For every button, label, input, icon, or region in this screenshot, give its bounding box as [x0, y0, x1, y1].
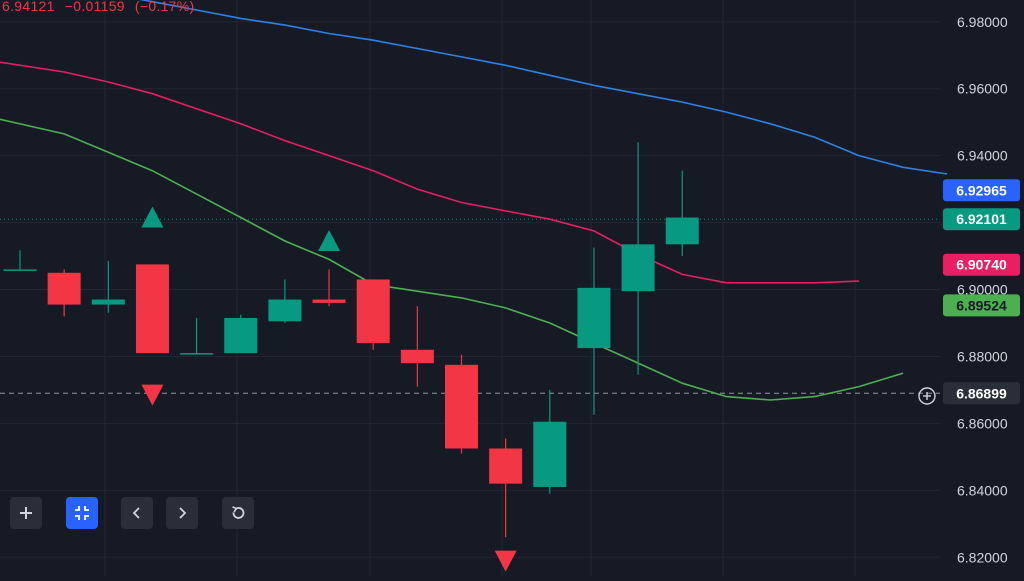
price-axis-tag-bg: [943, 294, 1020, 317]
crosshair-plus-icon[interactable]: [918, 387, 936, 405]
y-tick-label: 6.82000: [957, 549, 1008, 565]
candle-body: [47, 272, 81, 305]
candle-body: [621, 244, 655, 292]
moving-averages: [0, 0, 948, 401]
reset-chart-button[interactable]: [222, 497, 254, 529]
price-axis-tag-label: 6.86899: [956, 385, 1007, 401]
plus-icon: [20, 507, 32, 519]
y-tick-label: 6.98000: [957, 14, 1008, 30]
price-axis-tag-bg: [943, 179, 1020, 202]
candle-body: [224, 317, 258, 354]
y-tick-label: 6.84000: [957, 482, 1008, 498]
buy-signal-marker: [318, 229, 341, 251]
price-change: −0.01159: [64, 0, 125, 14]
buy-signal-marker: [141, 206, 164, 228]
price-axis-tag-bg: [943, 253, 1020, 276]
candles: [3, 142, 699, 538]
scroll-right-button[interactable]: [166, 497, 198, 529]
candle-body: [356, 279, 390, 344]
price-axis[interactable]: 6.980006.960006.940006.920006.900006.880…: [957, 14, 1008, 566]
y-tick-label: 6.88000: [957, 348, 1008, 364]
candle-body: [312, 299, 346, 303]
y-tick-label: 6.86000: [957, 415, 1008, 431]
legend-header: 6.94121 −0.01159 (−0.17%): [2, 0, 204, 14]
candle-body: [400, 349, 434, 364]
candle-body: [665, 217, 699, 245]
candle-body: [3, 269, 37, 271]
collapse-arrows-icon: [75, 506, 89, 520]
candle-body: [489, 448, 523, 484]
moving-average-line: [0, 61, 859, 284]
candle-body: [445, 364, 478, 449]
chevron-right-icon: [179, 507, 187, 519]
price-axis-tag: 6.90740: [943, 253, 1020, 276]
price-axis-tag-label: 6.92965: [956, 182, 1007, 198]
candle-body: [135, 264, 169, 354]
price-axis-tag-label: 6.89524: [956, 297, 1007, 313]
y-tick-label: 6.90000: [957, 282, 1008, 298]
price-axis-tag: 6.92965: [943, 179, 1020, 202]
price-axis-tag-label: 6.90740: [956, 257, 1007, 273]
price-axis-tag-label: 6.92101: [956, 211, 1007, 227]
candle-body: [180, 353, 214, 355]
price-axis-tag: 6.92101: [943, 208, 1020, 231]
price-change-percent: (−0.17%): [134, 0, 195, 14]
sell-signal-marker: [141, 384, 164, 406]
price-axis-tag: 6.89524: [943, 294, 1020, 317]
price-axis-tag-bg: [943, 208, 1020, 231]
price-axis-tag-bg: [943, 382, 1020, 405]
rotate-icon: [232, 506, 245, 519]
y-tick-label: 6.94000: [957, 148, 1008, 164]
candle-body: [577, 287, 611, 349]
last-price: 6.94121: [2, 0, 55, 14]
candle-body: [533, 421, 567, 487]
price-axis-tag: 6.86899: [943, 382, 1020, 405]
reset-scale-button[interactable]: [66, 497, 98, 529]
moving-average-line: [0, 118, 904, 401]
scroll-left-button[interactable]: [121, 497, 153, 529]
sell-signal-marker: [494, 550, 517, 572]
zoom-in-button[interactable]: [10, 497, 42, 529]
price-axis-tags: 6.92965 6.92101 6.90740 6.89524 6.86899: [943, 179, 1020, 405]
candle-body: [268, 299, 302, 322]
chevron-left-icon: [132, 507, 140, 519]
signal-markers: [141, 206, 517, 572]
candle-body: [91, 299, 125, 305]
y-tick-label: 6.96000: [957, 81, 1008, 97]
moving-average-line: [139, 0, 948, 175]
